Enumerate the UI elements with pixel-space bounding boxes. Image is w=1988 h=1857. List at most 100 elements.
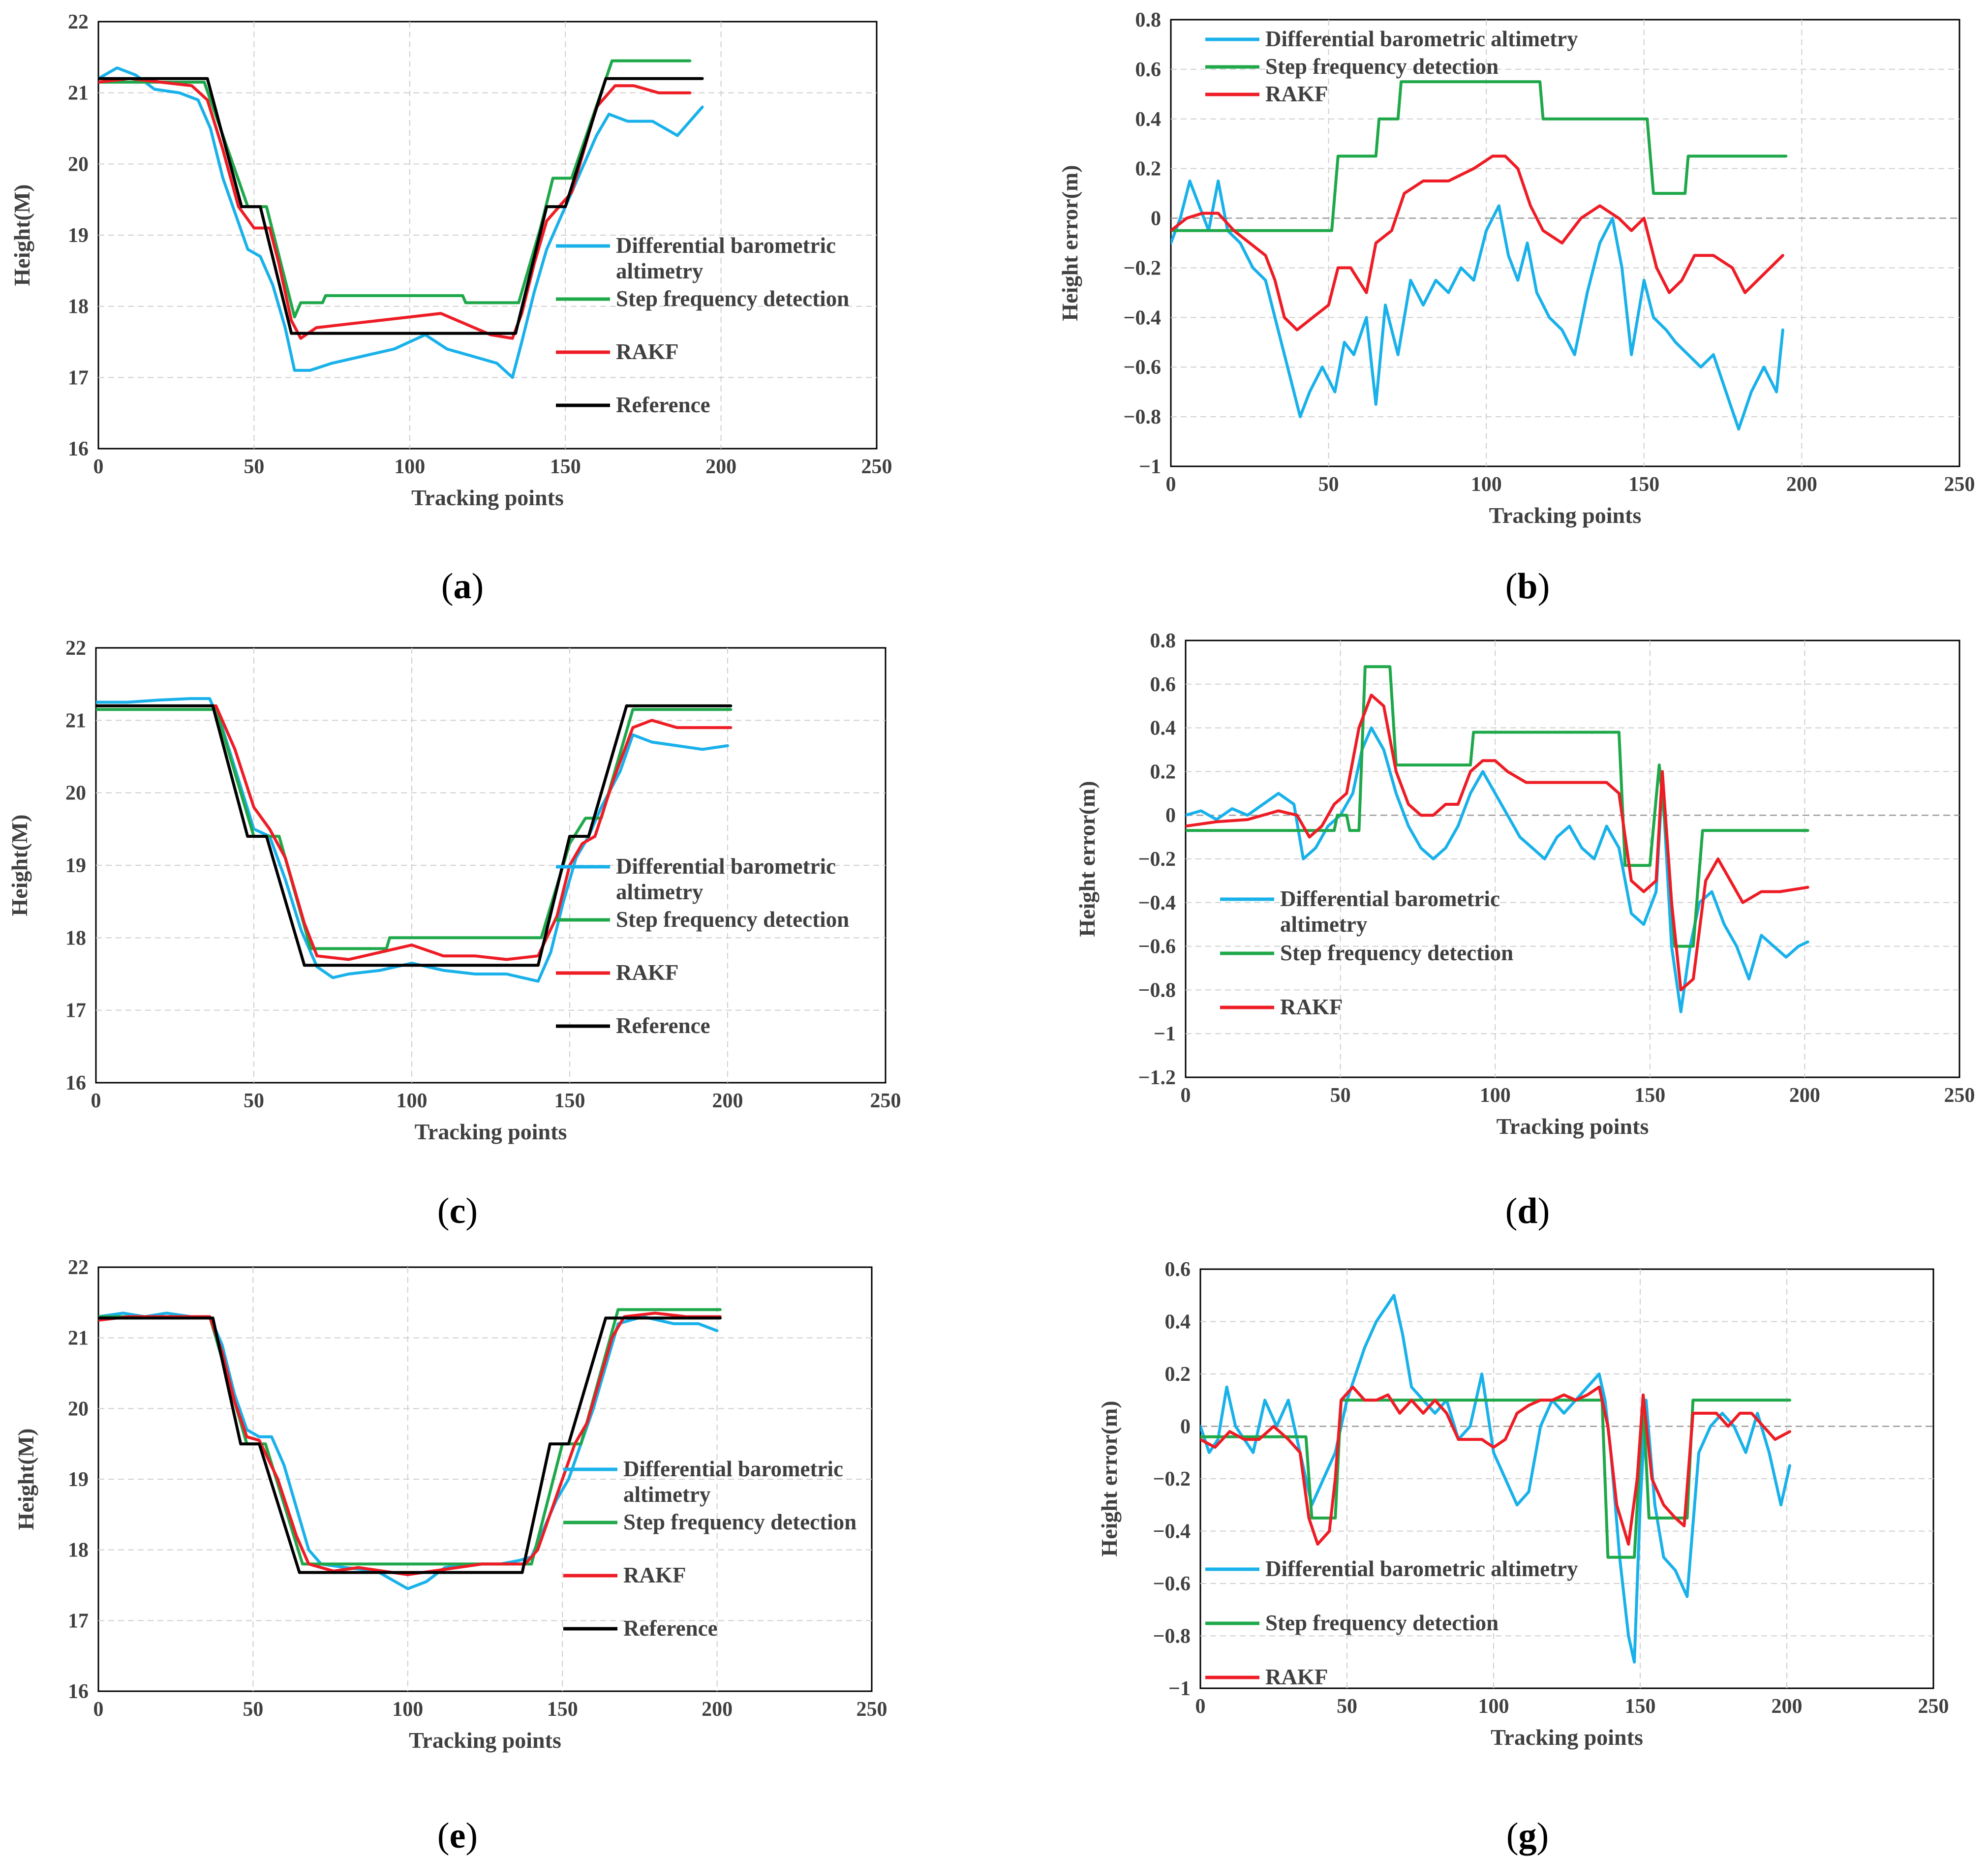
y-tick-label: 19 [68, 1468, 89, 1491]
x-tick-label: 0 [1195, 1695, 1206, 1718]
y-tick-label: −1.2 [1138, 1066, 1176, 1089]
y-tick-label: −0.6 [1124, 356, 1161, 379]
y-tick-label: 17 [68, 366, 89, 389]
chart-svg-g: 0 50 100 150 200 250 0.6 0.4 0.2 0 −0.2 −0.4 −0.6 −0.… [1097, 1258, 1949, 1750]
y-tick-label: 0.8 [1150, 630, 1176, 652]
x-axis-title: Tracking points [1489, 503, 1642, 528]
y-tick-label: −0.2 [1124, 257, 1161, 279]
plot-area [1170, 19, 1960, 467]
chart-panel-b: 0 50 100 150 200 250 0.8 0.6 0.4 0.2 0 −0.2 −0.4 −0.6… [1057, 0, 1988, 551]
caption-c-letter: c [449, 1191, 466, 1231]
series-line-rakf [96, 704, 733, 961]
y-tick-label: 19 [68, 224, 89, 247]
legend: Differential barometric altimetry Step fre… [556, 854, 849, 1038]
legend-label-reference: Reference [616, 393, 710, 417]
x-axis-title: Tracking points [409, 1728, 561, 1753]
legend: Differential barometric altimetry Step fr… [1205, 1556, 1578, 1689]
legend-label-rakf: RAKF [1280, 995, 1343, 1019]
chart-svg-d: 0 50 100 150 200 250 0.8 0.6 0.4 0.2 0 −0.2 −0.4 −0.6… [1074, 630, 1975, 1139]
y-tick-label: 0.4 [1165, 1311, 1191, 1334]
x-tick-label: 0 [91, 1090, 101, 1112]
legend-label-baro: Differential barometric altimetry [616, 854, 836, 904]
y-tick-label: −0.8 [1138, 979, 1176, 1002]
legend-label-step: Step frequency detection [1265, 54, 1499, 79]
x-tick-label: 100 [394, 456, 425, 478]
legend-label-step: Step frequency detection [616, 286, 849, 311]
x-tick-label: 250 [861, 456, 892, 478]
chart-panel-e: 0 50 100 150 200 250 16 17 18 19 20 21 22 Tracking po… [0, 1249, 964, 1800]
y-tick-label: 17 [68, 1610, 89, 1632]
x-tick-label: 200 [1772, 1695, 1803, 1718]
x-tick-label: 50 [1318, 473, 1339, 496]
series-line-reference [96, 704, 733, 967]
y-tick-label: 18 [68, 296, 89, 318]
chart-svg-a: 0 50 100 150 200 250 16 17 18 19 20 21 22 Tracking po… [9, 11, 892, 510]
x-tick-label: 0 [93, 1698, 104, 1721]
legend: Differential barometric altimetry Step fr… [1205, 27, 1578, 106]
y-axis-title: Height(M) [9, 184, 34, 286]
y-tick-label: −1 [1168, 1677, 1191, 1700]
caption-e: (e) [437, 1816, 478, 1856]
series-line-rakf [1171, 154, 1784, 332]
x-tick-label: 200 [1786, 473, 1817, 496]
y-tick-label: 0.6 [1165, 1258, 1191, 1281]
y-tick-label: 0 [1180, 1416, 1191, 1438]
legend-label-step: Step frequency detection [623, 1510, 856, 1534]
legend-label-baro: Differential barometric altimetry [1265, 27, 1578, 51]
x-tick-label: 0 [1166, 473, 1176, 496]
y-tick-label: −0.6 [1138, 936, 1176, 958]
y-tick-label: 21 [68, 82, 89, 105]
x-tick-label: 250 [1918, 1695, 1949, 1718]
y-tick-label: −1 [1139, 456, 1161, 478]
y-tick-label: −0.6 [1153, 1573, 1191, 1595]
y-tick-label: −1 [1154, 1023, 1176, 1045]
x-tick-label: 100 [397, 1090, 428, 1112]
chart-panel-c: 0 50 100 150 200 250 16 17 18 19 20 21 22 Tracking po… [0, 625, 964, 1176]
y-tick-label: 18 [65, 927, 86, 949]
y-tick-label: 20 [68, 1398, 89, 1420]
x-tick-label: 0 [1181, 1084, 1191, 1107]
x-tick-label: 150 [1625, 1695, 1656, 1718]
chart-svg-b: 0 50 100 150 200 250 0.8 0.6 0.4 0.2 0 −0.2 −0.4 −0.6… [1057, 9, 1975, 528]
caption-e-letter: e [449, 1816, 466, 1856]
y-axis-title: Height error(m) [1097, 1400, 1122, 1556]
y-tick-label: −0.2 [1153, 1468, 1191, 1491]
y-axis-title: Height error(m) [1057, 165, 1082, 321]
x-tick-label: 250 [870, 1090, 901, 1112]
x-tick-label: 250 [856, 1698, 887, 1721]
series-line-reference [98, 77, 704, 335]
x-axis-title: Tracking points [1497, 1114, 1649, 1139]
y-tick-label: 0.2 [1135, 158, 1162, 181]
caption-g-letter: g [1518, 1816, 1537, 1856]
y-tick-label: −0.4 [1138, 892, 1176, 914]
x-tick-label: 50 [244, 456, 264, 478]
legend: Differential barometric altimetry Step fre… [556, 233, 849, 417]
legend-label-reference: Reference [616, 1013, 710, 1038]
series-line-step [1200, 1399, 1791, 1559]
legend-label-rakf: RAKF [616, 960, 679, 985]
x-tick-label: 50 [243, 1698, 263, 1721]
legend-label-rakf: RAKF [623, 1563, 686, 1587]
x-tick-label: 100 [1480, 1084, 1511, 1107]
x-tick-label: 50 [244, 1090, 264, 1112]
y-axis-title: Height error(m) [1074, 781, 1100, 937]
legend-label-baro: Differential barometric altimetry [616, 233, 836, 283]
y-tick-label: 0.2 [1150, 761, 1176, 783]
x-tick-label: 200 [702, 1698, 733, 1721]
y-tick-label: 16 [68, 438, 89, 460]
series-line-baro [1186, 726, 1809, 1013]
y-tick-label: 19 [65, 854, 86, 877]
y-tick-label: 22 [65, 637, 86, 660]
chart-svg-c: 0 50 100 150 200 250 16 17 18 19 20 21 22 Tracking po… [7, 637, 901, 1144]
series-line-reference [98, 1316, 722, 1574]
caption-d: (d) [1505, 1191, 1550, 1231]
y-tick-label: 22 [68, 11, 89, 33]
y-tick-label: 21 [68, 1327, 89, 1350]
y-tick-label: −0.4 [1124, 306, 1161, 329]
x-axis-title: Tracking points [411, 485, 564, 510]
y-tick-label: −0.8 [1153, 1625, 1191, 1648]
chart-panel-d: 0 50 100 150 200 250 0.8 0.6 0.4 0.2 0 −0.2 −0.4 −0.6… [1058, 625, 1988, 1176]
y-tick-label: 17 [65, 1000, 86, 1022]
legend-label-reference: Reference [623, 1616, 718, 1641]
series-line-baro [1200, 1294, 1791, 1664]
